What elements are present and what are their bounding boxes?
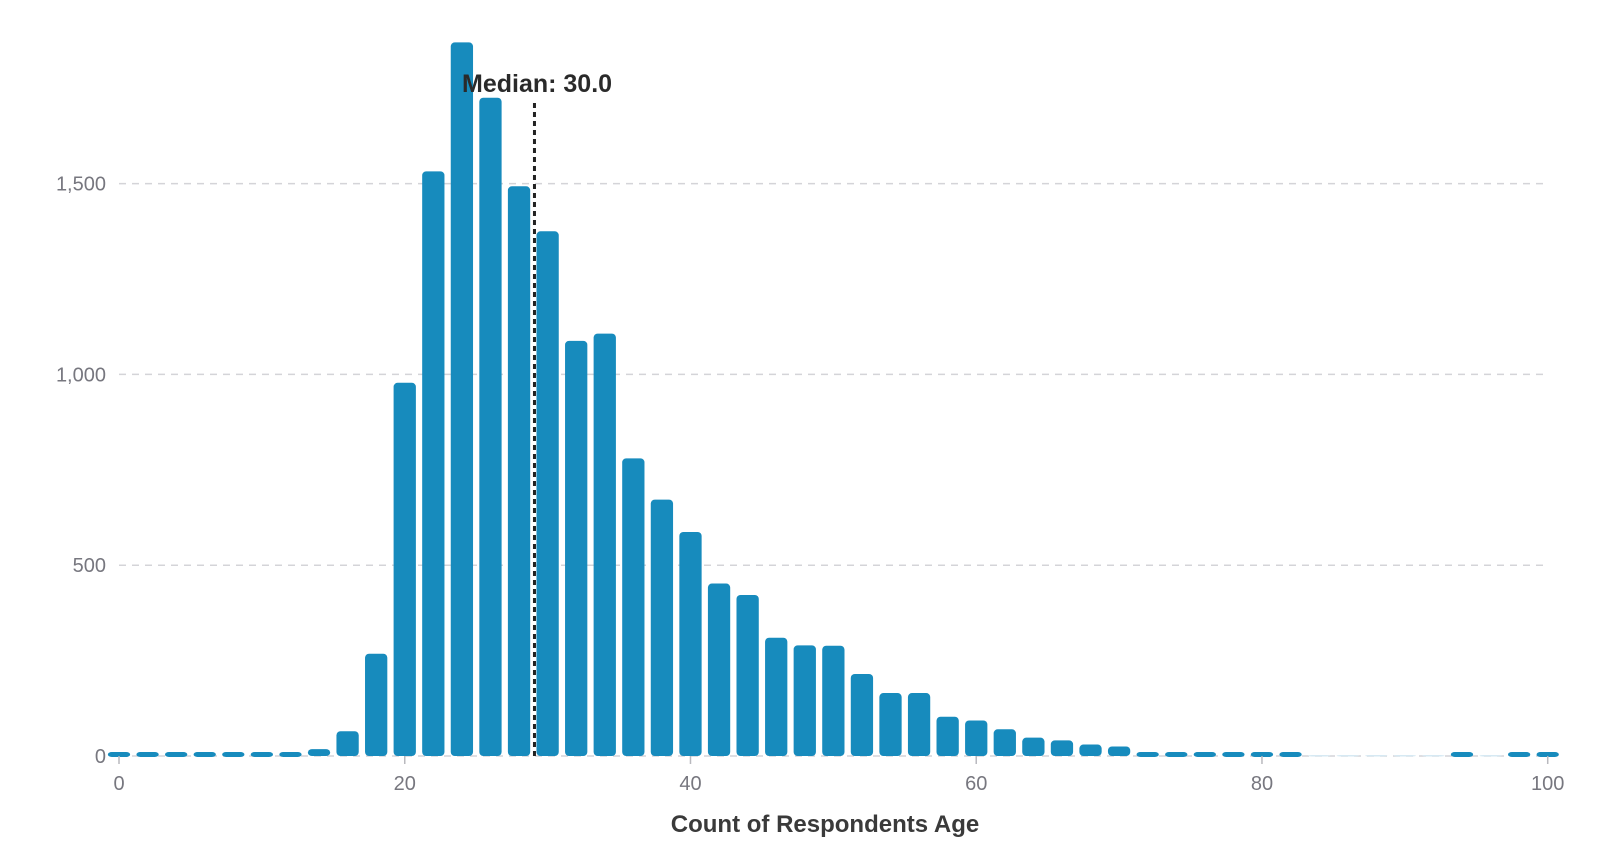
- bar-8: [222, 752, 245, 757]
- bar-58: [936, 716, 959, 756]
- x-tick-label-0: 0: [113, 773, 124, 795]
- bar-46: [765, 637, 788, 756]
- bar-16: [336, 731, 359, 756]
- x-tick-label-80: 80: [1251, 773, 1273, 795]
- bar-64: [1022, 737, 1045, 756]
- x-axis-ticks: 0 20 40 60 80 100: [113, 756, 1564, 795]
- bar-30: [536, 231, 559, 757]
- bar-32: [565, 340, 588, 756]
- bar-78: [1222, 752, 1245, 757]
- bar-76: [1193, 752, 1216, 757]
- x-tick-label-60: 60: [965, 773, 987, 795]
- bar-72: [1136, 752, 1159, 757]
- y-tick-label-1500: 1,500: [56, 174, 106, 196]
- bar-52: [850, 673, 874, 756]
- bar-44: [736, 594, 759, 756]
- bar-88: [1365, 755, 1388, 757]
- bar-12: [279, 752, 302, 757]
- bar-54: [879, 693, 902, 756]
- x-axis-title: Count of Respondents Age: [671, 811, 979, 838]
- bar-42: [707, 583, 731, 756]
- bar-98: [1507, 752, 1531, 757]
- bar-22: [422, 171, 445, 756]
- bar-82: [1279, 752, 1302, 757]
- bar-40: [679, 532, 702, 756]
- bar-60: [965, 720, 988, 756]
- bar-48: [793, 645, 816, 756]
- median-marker: Median: 30.0: [462, 70, 612, 756]
- bar-100: [1536, 752, 1559, 757]
- bar-10: [250, 752, 274, 757]
- bar-86: [1336, 755, 1359, 757]
- bar-18: [365, 653, 388, 756]
- x-tick-label-20: 20: [394, 773, 416, 795]
- x-tick-label-100: 100: [1531, 773, 1564, 795]
- bar-56: [907, 693, 931, 756]
- y-tick-label-0: 0: [95, 746, 106, 768]
- bar-14: [307, 749, 331, 756]
- bar-94: [1450, 752, 1474, 757]
- bar-84: [1307, 755, 1331, 757]
- bar-80: [1250, 752, 1274, 757]
- bar-26: [479, 97, 502, 757]
- bar-50: [822, 645, 845, 756]
- bar-2: [136, 752, 159, 757]
- bar-66: [1050, 740, 1074, 756]
- gridlines: [119, 182, 1548, 757]
- bar-38: [650, 499, 674, 756]
- y-tick-label-500: 500: [73, 555, 106, 577]
- bar-68: [1079, 744, 1102, 756]
- bar-0: [107, 752, 131, 757]
- y-axis-ticks: 0 500 1,000 1,500: [56, 174, 106, 768]
- bar-20: [393, 382, 416, 756]
- x-tick-label-40: 40: [679, 773, 701, 795]
- y-tick-label-1000: 1,000: [56, 364, 106, 386]
- bar-96: [1479, 755, 1502, 757]
- bar-74: [1165, 752, 1188, 757]
- bar-36: [622, 458, 645, 756]
- bar-24: [450, 42, 474, 756]
- bar-62: [993, 729, 1016, 756]
- bar-90: [1393, 755, 1416, 757]
- bar-4: [165, 752, 188, 757]
- median-label: Median: 30.0: [462, 70, 612, 98]
- bar-70: [1107, 746, 1131, 756]
- bar-6: [193, 752, 216, 757]
- bar-92: [1422, 755, 1445, 757]
- bar-28: [507, 186, 531, 757]
- bars: [107, 42, 1559, 757]
- bar-34: [593, 333, 616, 756]
